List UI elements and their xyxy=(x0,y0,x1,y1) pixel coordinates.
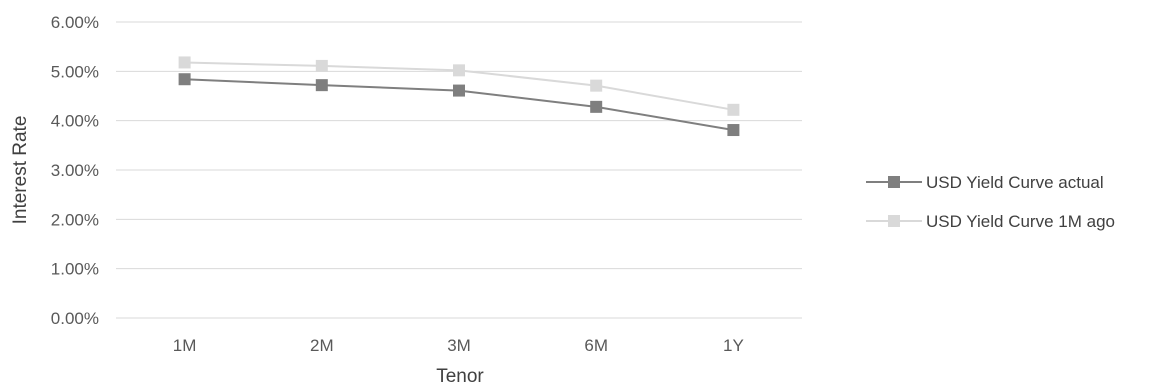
series-2-marker xyxy=(315,59,328,72)
x-axis-ticks: 1M 2M 3M 6M 1Y xyxy=(173,336,744,355)
legend-label: USD Yield Curve actual xyxy=(926,173,1104,192)
series-1-marker xyxy=(453,84,465,97)
legend-marker xyxy=(888,215,900,227)
y-tick-label: 2.00% xyxy=(51,210,99,229)
x-tick-label: 3M xyxy=(447,336,471,355)
y-tick-label: 5.00% xyxy=(51,62,99,81)
y-tick-label: 4.00% xyxy=(51,112,99,131)
y-tick-label: 6.00% xyxy=(51,13,99,32)
series-1-marker xyxy=(315,79,328,92)
legend-label: USD Yield Curve 1M ago xyxy=(926,212,1115,231)
series-1-marker xyxy=(178,73,191,86)
x-tick-label: 2M xyxy=(310,336,334,355)
y-axis-ticks: 0.00% 1.00% 2.00% 3.00% 4.00% 5.00% 6.00% xyxy=(51,13,99,328)
x-tick-label: 6M xyxy=(584,336,608,355)
y-tick-label: 3.00% xyxy=(51,161,99,180)
series-2-marker xyxy=(453,64,465,77)
legend-item: USD Yield Curve actual xyxy=(866,173,1104,192)
series-1-marker xyxy=(727,124,740,137)
legend-marker xyxy=(888,176,900,188)
series-2-marker xyxy=(178,56,191,69)
series-2 xyxy=(178,56,740,116)
legend: USD Yield Curve actual USD Yield Curve 1M… xyxy=(866,173,1115,231)
y-tick-label: 0.00% xyxy=(51,309,99,328)
series-2-marker xyxy=(590,79,603,92)
legend-item: USD Yield Curve 1M ago xyxy=(866,212,1115,231)
y-axis-title: Interest Rate xyxy=(10,116,31,225)
series-1 xyxy=(178,73,740,137)
x-tick-label: 1Y xyxy=(723,336,744,355)
y-tick-label: 1.00% xyxy=(51,260,99,279)
series-1-marker xyxy=(590,100,603,113)
x-axis-title: Tenor xyxy=(436,366,484,387)
series-2-marker xyxy=(727,103,740,116)
series-layer xyxy=(178,56,740,137)
x-tick-label: 1M xyxy=(173,336,197,355)
